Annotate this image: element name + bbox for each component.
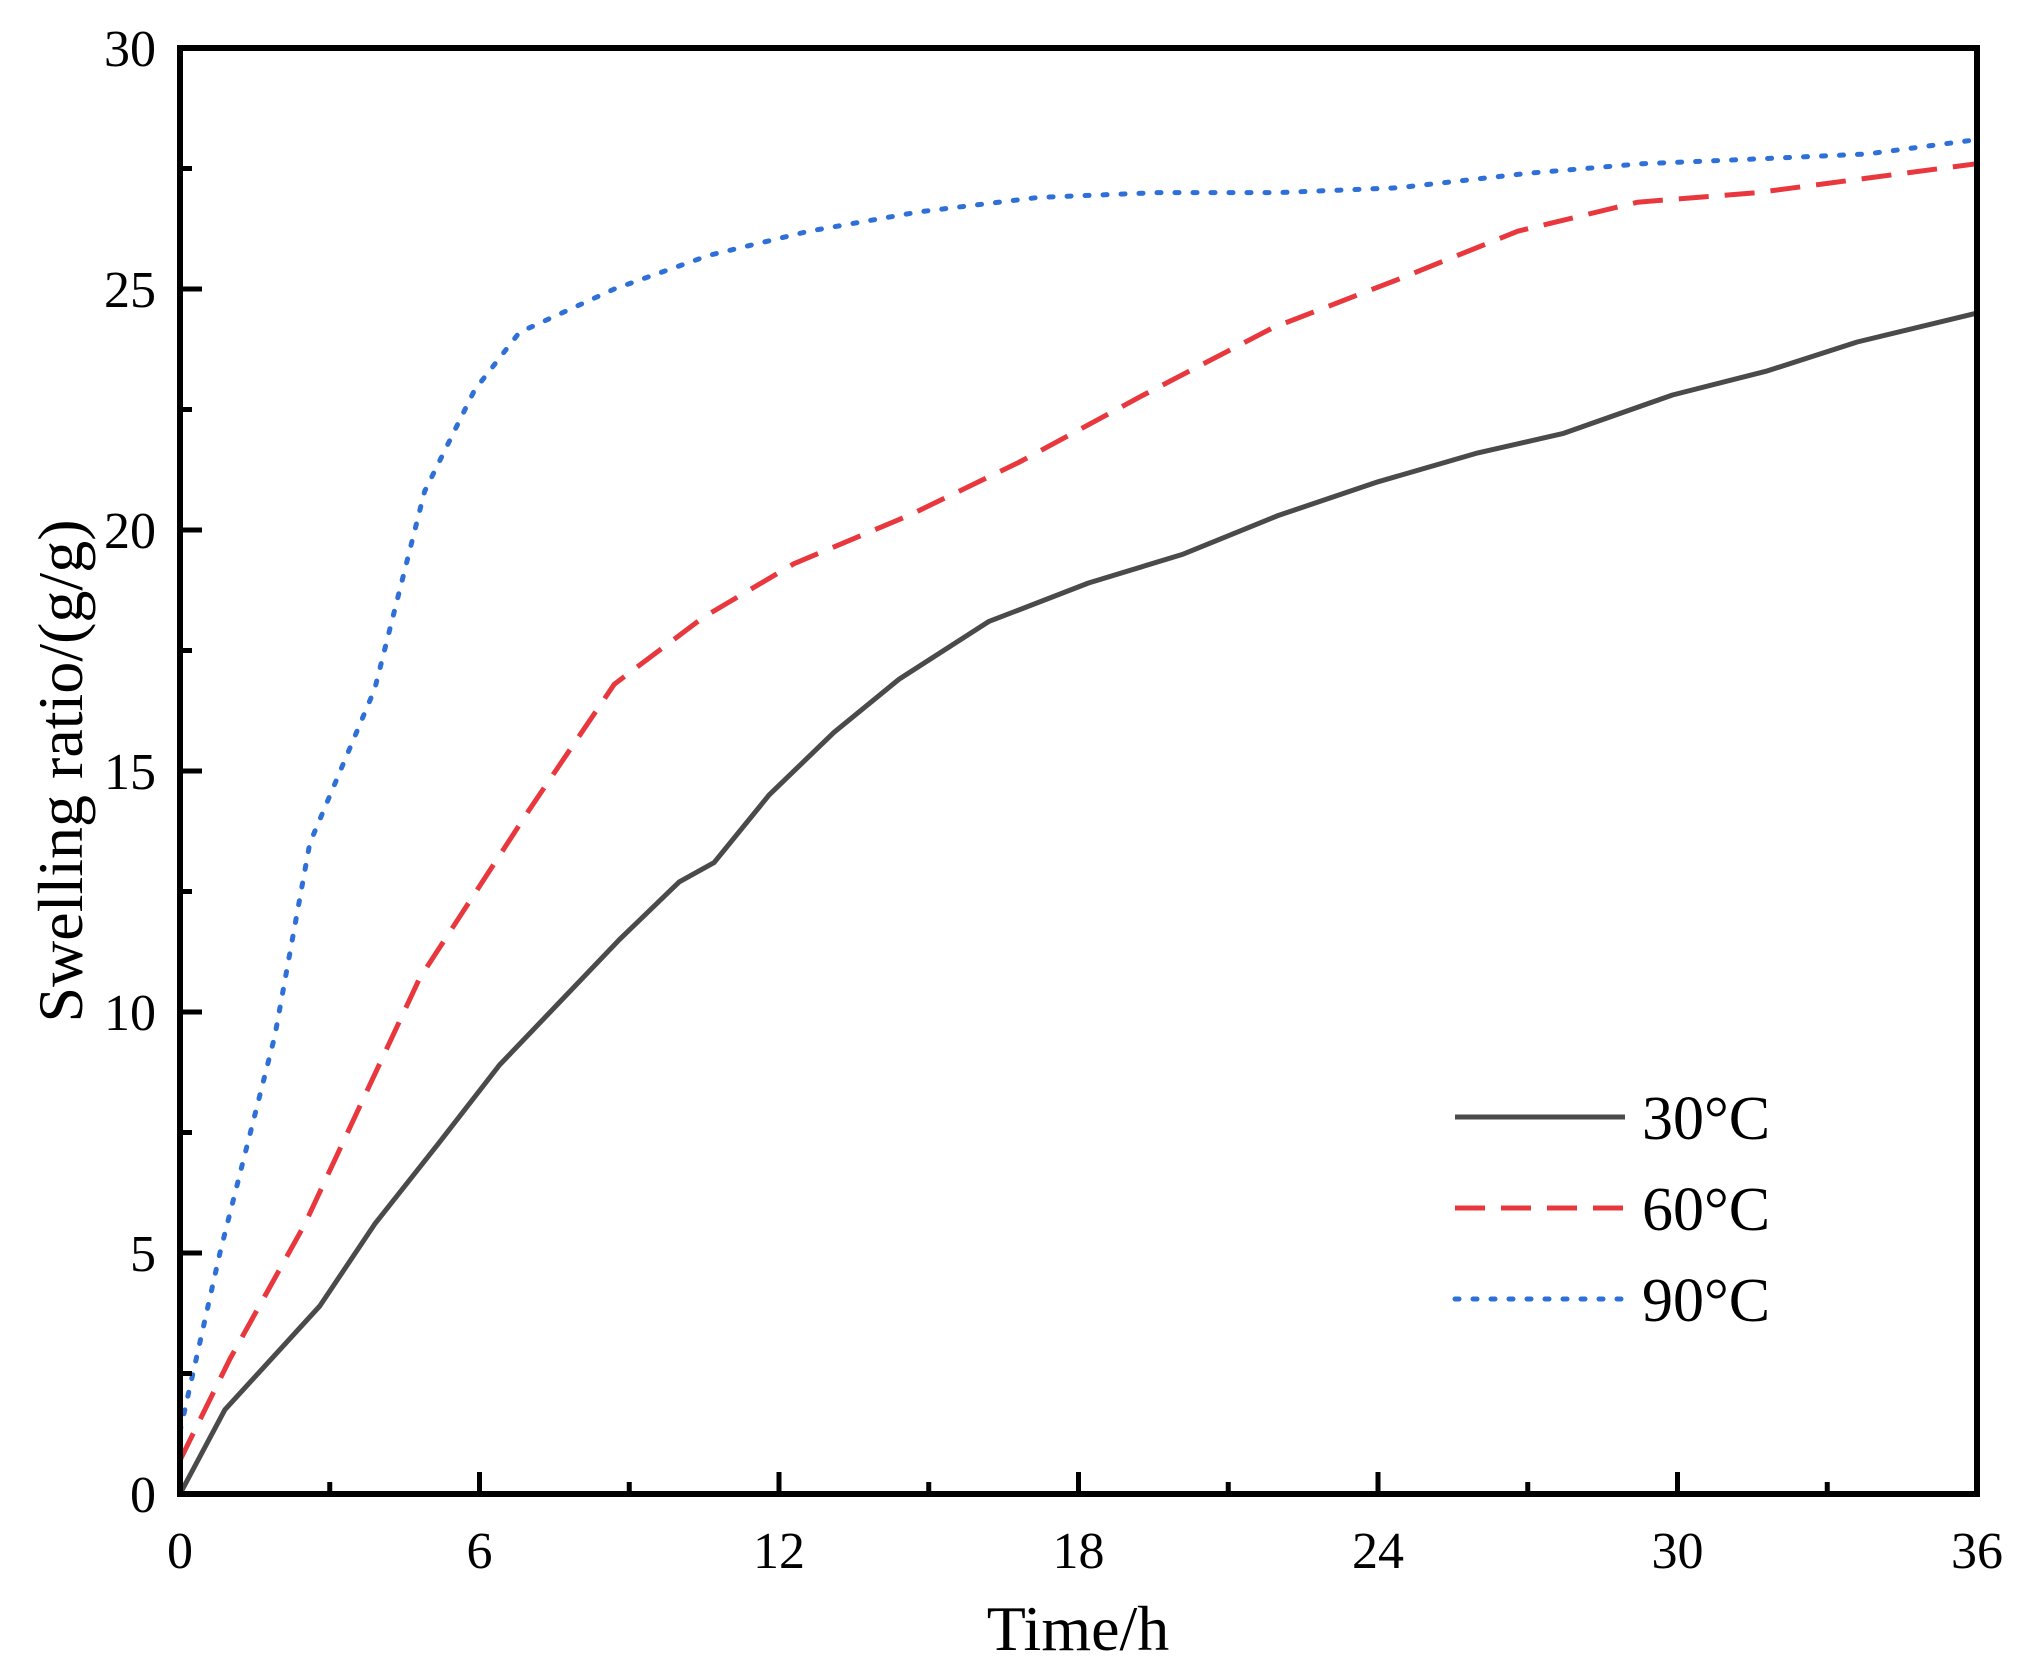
y-tick-label: 10	[104, 985, 156, 1042]
x-tick-label: 0	[167, 1523, 193, 1580]
legend-label-3: 90°C	[1642, 1267, 1770, 1335]
y-axis-title: Swelling ratio/(g/g)	[25, 519, 96, 1022]
x-tick-label: 6	[467, 1523, 493, 1580]
y-tick-label: 5	[130, 1226, 156, 1283]
legend-label-1: 30°C	[1642, 1085, 1770, 1153]
y-tick-label: 25	[104, 262, 156, 319]
legend-label-2: 60°C	[1642, 1176, 1770, 1244]
y-tick-label: 20	[104, 503, 156, 560]
x-tick-label: 30	[1652, 1523, 1704, 1580]
series-line-3	[177, 137, 1980, 1434]
legend: 30°C 60°C 90°C	[1452, 1085, 1770, 1335]
series-line-1	[177, 310, 1978, 1496]
x-axis-title: Time/h	[987, 1593, 1170, 1664]
x-tick-label: 24	[1352, 1523, 1404, 1580]
y-tick-label: 0	[130, 1467, 156, 1524]
axis-ticks: 0 6 12 18 24 30 36 0 5 10 15 20 25 30	[104, 21, 2003, 1580]
series-line-2	[177, 161, 1978, 1462]
y-tick-label: 30	[104, 21, 156, 78]
x-tick-label: 36	[1951, 1523, 2003, 1580]
y-tick-label: 15	[104, 744, 156, 801]
x-tick-label: 18	[1053, 1523, 1105, 1580]
plot-area	[177, 137, 1980, 1496]
x-tick-label: 12	[753, 1523, 805, 1580]
